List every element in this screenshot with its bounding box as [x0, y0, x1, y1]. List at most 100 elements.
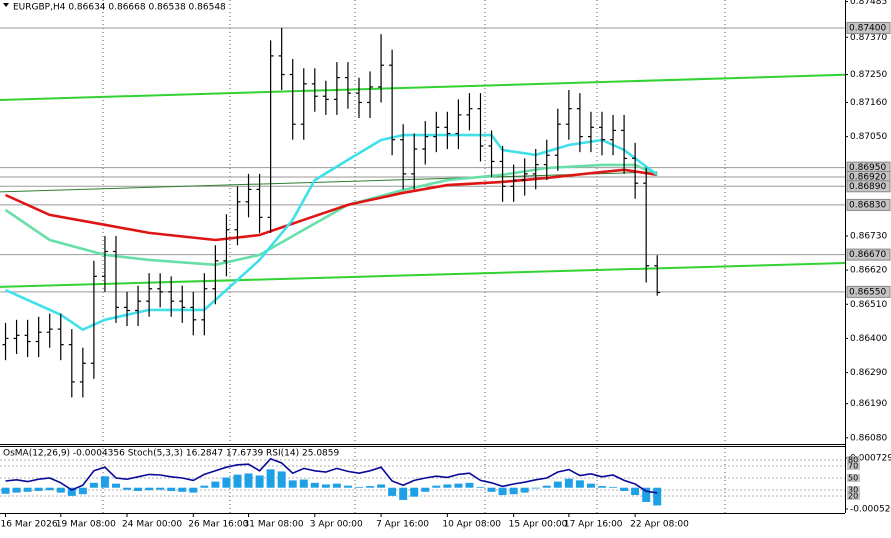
osma-bar: [553, 481, 562, 488]
osma-bar: [653, 487, 662, 506]
osma-bar: [354, 486, 363, 488]
level-box: [846, 180, 891, 193]
level-label: 0.86920: [849, 172, 886, 182]
x-tick-label: 7 Apr 16:00: [376, 520, 429, 530]
x-tick-label: 22 Apr 08:00: [630, 520, 689, 530]
rsi-tick-label: 80: [848, 456, 858, 465]
y-tick-label: 0.87050: [850, 132, 887, 142]
oscillator-header: OsMA(12,26,9) -0.0004356 Stoch(5,3,3) 16…: [3, 449, 339, 459]
rsi-tick-label: 20: [848, 491, 858, 500]
osma-bar: [45, 487, 54, 491]
osma-bar: [145, 487, 154, 491]
rsi-tick-box: [847, 491, 860, 500]
x-tick-label: 19 Mar 08:00: [56, 520, 116, 530]
osma-bar: [586, 483, 595, 488]
osma-bar: [631, 487, 640, 496]
indicator-line: [0, 262, 846, 288]
x-tick-label: 17 Apr 16:00: [564, 520, 623, 530]
level-label: 0.86890: [849, 182, 886, 192]
osma-bar: [134, 487, 143, 491]
osma-bar: [432, 485, 441, 488]
header: EURGBP,H4 0.86634 0.86668 0.86538 0.8654…: [13, 3, 226, 13]
osma-bar: [78, 487, 87, 495]
level-label: 0.86550: [849, 287, 886, 297]
osma-bar: [277, 471, 286, 488]
y-tick-label: 0.86730: [850, 231, 887, 241]
osma-bar: [222, 477, 231, 488]
osma-bar: [388, 487, 397, 496]
osma-bar: [189, 487, 198, 493]
osma-bar: [609, 486, 618, 488]
osma-bar: [123, 487, 132, 490]
osma-bar: [288, 480, 297, 488]
level-box: [846, 21, 891, 34]
osma-bar: [476, 486, 485, 488]
osma-bar: [332, 483, 341, 488]
rsi-tick-box: [847, 462, 860, 471]
x-tick-label: 10 Apr 08:00: [442, 520, 501, 530]
indicator-line: [0, 73, 846, 101]
x-tick-label: 31 Mar 08:00: [244, 520, 304, 530]
osma-bar: [410, 487, 419, 497]
osma-bar: [167, 487, 176, 491]
y-tick-label: 0.86620: [850, 266, 887, 276]
rsi-tick-box: [847, 474, 860, 483]
x-tick-label: 16 Mar 2026: [1, 520, 58, 530]
level-label: 0.87400: [849, 23, 886, 33]
x-tick-label: 26 Mar 16:00: [188, 520, 248, 530]
y-tick-label: 0.87370: [850, 33, 887, 43]
level-box: [846, 198, 891, 211]
osma-bar: [100, 476, 109, 488]
osma-bar: [509, 487, 518, 495]
osma-bar: [377, 484, 386, 488]
osma-bar: [443, 484, 452, 488]
osma-bar: [487, 487, 496, 492]
osma-bar: [564, 478, 573, 488]
osma-bar: [23, 487, 32, 492]
y-tick-label: 0.86400: [850, 334, 887, 344]
osma-bar: [211, 481, 220, 488]
y-tick-label: 0.86290: [850, 368, 887, 378]
rsi-tick-label: 30: [848, 485, 858, 494]
day-separators: [102, 0, 726, 513]
osma-bar: [67, 487, 76, 496]
osma-bar: [266, 469, 275, 488]
y-tick-label: 0.86080: [850, 433, 887, 443]
osma-bar: [498, 487, 507, 496]
y-tick-label: 0.87485: [850, 0, 887, 7]
osma-bar: [233, 474, 242, 488]
osma-bar: [310, 482, 319, 488]
osma-bar: [89, 482, 98, 488]
y-tick-label: 0.86190: [850, 399, 887, 409]
osma-bar: [299, 479, 308, 488]
osma-bar: [421, 487, 430, 492]
y-tick-label: 0.87250: [850, 70, 887, 80]
osma-bar: [244, 473, 253, 488]
rsi-line: [5, 457, 658, 494]
osma-bar: [366, 486, 375, 488]
osma-bar: [56, 487, 65, 493]
osma-bar: [642, 487, 651, 502]
level-label: 0.86950: [849, 163, 886, 173]
x-tick-label: 3 Apr 00:00: [310, 520, 363, 530]
osma-bar: [200, 485, 209, 488]
osma-bar: [597, 486, 606, 488]
osma-bar: [531, 487, 540, 489]
indicator-line: [4, 168, 658, 242]
osma-bar: [12, 487, 21, 493]
x-tick-label: 15 Apr 00:00: [509, 520, 568, 530]
osma-bar: [255, 475, 264, 488]
rsi-tick-box: [847, 485, 860, 494]
osma-bar: [575, 480, 584, 488]
y-tick-label: 0.87160: [850, 98, 887, 108]
osma-bar: [399, 487, 408, 500]
osma-bar: [111, 483, 120, 488]
osma-bar: [321, 484, 330, 488]
osma-bar: [178, 487, 187, 492]
osma-bar: [454, 483, 463, 488]
osma-bar: [542, 485, 551, 488]
osma-bar: [34, 487, 43, 491]
header-icon: [3, 3, 9, 7]
rsi-tick-label: 70: [848, 462, 858, 471]
osma-bar: [620, 487, 629, 491]
